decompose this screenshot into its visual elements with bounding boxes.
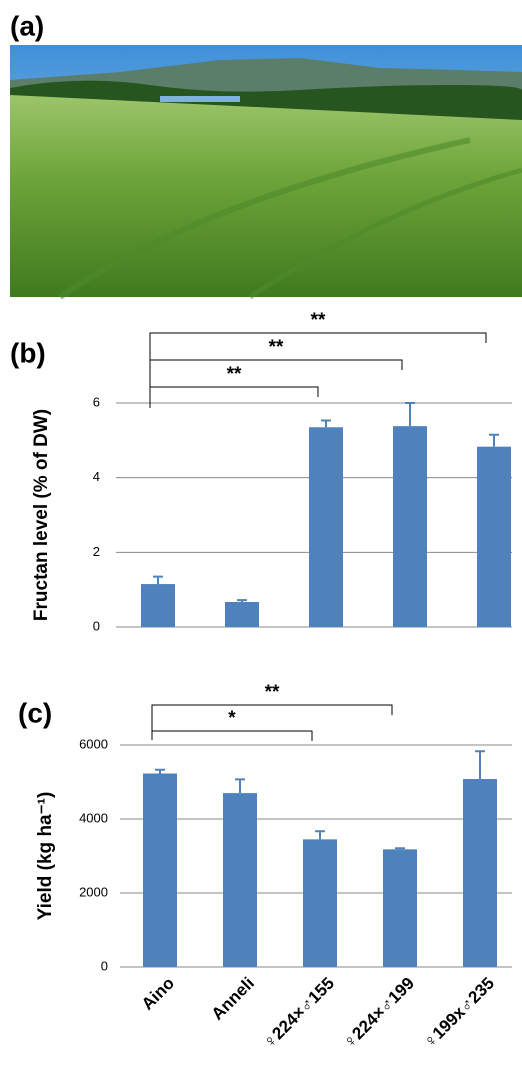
- bar: [303, 839, 337, 967]
- error-bar: [489, 433, 499, 447]
- error-bar: [155, 768, 165, 774]
- significance-label: **: [227, 364, 242, 385]
- significance-bracket: [149, 386, 319, 408]
- x-tick-label: ♀224×♂155: [259, 974, 338, 1053]
- y-axis-label: Fructan level (% of DW): [31, 409, 52, 621]
- y-axis-label: Yield (kg ha⁻¹): [35, 792, 56, 921]
- significance-label: **: [265, 682, 280, 703]
- bar: [463, 779, 497, 967]
- y-tick-label: 6000: [79, 736, 108, 751]
- bar: [477, 446, 511, 627]
- bar: [225, 601, 259, 627]
- significance-bracket: [149, 359, 403, 408]
- y-tick-label: 0: [101, 958, 108, 973]
- bar: [143, 773, 177, 967]
- y-tick-label: 4000: [79, 810, 108, 825]
- x-tick-label: ♀224×♂199: [339, 974, 418, 1053]
- y-tick-label: 0: [93, 618, 100, 633]
- y-tick-label: 2: [93, 544, 100, 559]
- error-bar: [153, 575, 163, 585]
- x-tick-label: Anneli: [208, 974, 258, 1024]
- x-tick-label: ♀199x♂235: [420, 974, 498, 1052]
- significance-bracket: [149, 332, 487, 408]
- significance-bracket: [151, 704, 393, 740]
- significance-label: **: [269, 337, 284, 358]
- significance-label: **: [311, 310, 326, 331]
- y-tick-label: 2000: [79, 884, 108, 899]
- panel-label: (c): [18, 697, 52, 728]
- panel-label: (b): [10, 337, 46, 368]
- bar: [383, 849, 417, 967]
- significance-label: *: [228, 708, 236, 729]
- error-bar: [315, 830, 325, 840]
- x-tick-label: Aino: [138, 974, 178, 1014]
- significance-bracket: [151, 730, 313, 741]
- y-tick-label: 4: [93, 469, 100, 484]
- error-bar: [321, 419, 331, 428]
- error-bar: [475, 750, 485, 780]
- bar: [393, 426, 427, 627]
- photo: [10, 45, 522, 300]
- error-bar: [405, 402, 415, 427]
- bar: [141, 584, 175, 627]
- error-bar: [235, 778, 245, 794]
- error-bar: [395, 847, 405, 850]
- bar: [309, 427, 343, 627]
- error-bar: [237, 599, 247, 602]
- y-tick-label: 6: [93, 394, 100, 409]
- bar: [223, 793, 257, 967]
- panel-label: (a): [10, 10, 44, 41]
